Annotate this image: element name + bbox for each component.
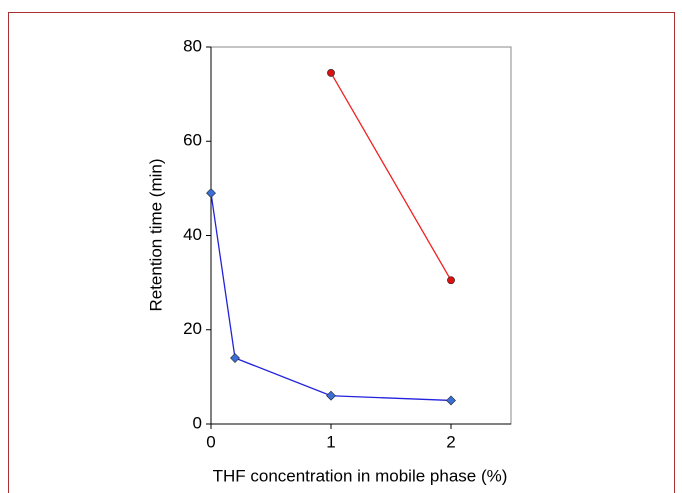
series-line (330, 72, 452, 281)
y-tick-label: 80 (183, 36, 202, 55)
marker (230, 353, 240, 363)
marker (327, 69, 335, 77)
frame (8, 12, 675, 493)
marker (447, 276, 455, 285)
y-tick-label: 0 (193, 413, 202, 432)
x-axis-label: THF concentration in mobile phase (%) (213, 466, 508, 485)
x-tick-label: 2 (446, 432, 455, 451)
marker (326, 390, 336, 401)
y-axis-label: Retention time (min) (146, 158, 165, 311)
x-tick-label: 0 (206, 432, 215, 451)
series-line (210, 192, 452, 402)
marker (446, 395, 456, 406)
y-tick-label: 20 (183, 319, 202, 338)
x-tick-label: 1 (326, 432, 335, 451)
plot-area (210, 46, 512, 425)
y-tick-label: 40 (183, 225, 202, 244)
marker (206, 188, 216, 199)
y-tick-label: 60 (183, 131, 202, 150)
